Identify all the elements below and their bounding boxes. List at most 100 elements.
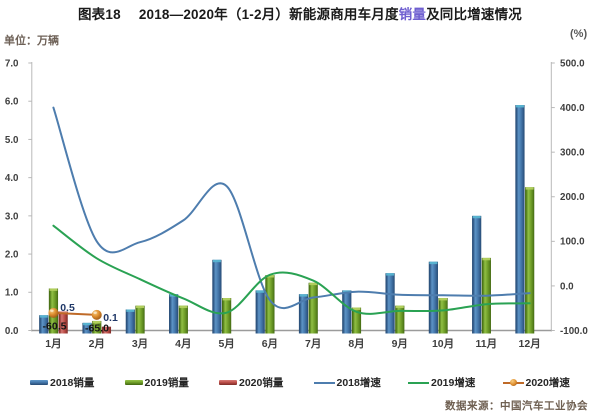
right-axis-tick: 100.0 [560,237,585,248]
bar-sales2019-7月 [308,282,318,334]
x-axis-label: 2月 [89,338,105,350]
legend-label: 2018增速 [336,377,381,389]
bar-sales2018-7月 [298,294,309,334]
marker-growth2020 [91,309,102,320]
bar-segment [39,315,48,318]
bar-segment [299,294,308,297]
legend-swatch-growth2018 [313,381,335,384]
bar-segment [265,275,274,278]
bar-segment [386,273,395,276]
x-axis-label: 7月 [305,338,321,350]
line-growth2019 [52,224,531,315]
right-axis-unit-label: (%) [570,28,588,40]
data-label: -65.0 [85,323,109,335]
bar-sales2018-5月 [212,259,222,334]
x-axis-label: 5月 [218,338,234,350]
chart-title-tail: 及同比增速情况 [426,7,523,22]
legend-swatch-sales2019 [124,379,143,386]
left-axis-tick: 2.0 [5,249,19,260]
left-axis-tick: 0.0 [5,326,19,337]
bar-segment [92,320,101,324]
bar-sales2018-6月 [255,290,265,334]
bar-segment [525,187,534,190]
legend-item-sales2020: 2020销量 [219,376,283,389]
bar-sales2018-2月 [82,322,92,334]
bar-segment [256,290,265,293]
x-axis-label: 10月 [432,338,454,350]
bar-sales2019-2月 [92,320,102,334]
bar-segment [222,298,231,301]
bar-segment [482,257,491,261]
legend-marker-ball [509,379,517,386]
chart-title-main: 2018—2020年（1-2月）新能源商用车月度 [138,7,399,22]
legend-item-growth2018: 2018增速 [313,376,381,389]
bar-sales2020-2月 [101,326,112,334]
bar-segment [212,259,221,263]
bar-segment [429,261,438,265]
right-axis-tick: -100.0 [560,326,588,337]
bar-sales2019-10月 [438,298,448,334]
bar-segment [439,298,448,301]
legend-item-growth2020: 2020增速 [502,376,570,389]
legend-label: 2019销量 [144,377,189,389]
bar-segment [515,105,524,108]
bar-segment [395,305,404,309]
chart-title-highlight: 销量 [398,7,427,22]
left-axis-tick: 3.0 [5,211,19,222]
bar-sales2019-9月 [395,305,405,334]
bar-segment [352,307,361,310]
line-growth2018 [52,106,531,309]
x-axis-label: 6月 [262,338,278,350]
data-label: 0.1 [103,312,118,324]
bar-sales2019-6月 [265,275,275,334]
right-axis-tick: 400.0 [560,103,585,114]
left-axis-tick: 6.0 [5,97,19,108]
x-axis-label: 1月 [45,338,61,350]
bar-sales2018-9月 [385,273,395,334]
legend-swatch-sales2020 [219,379,237,386]
left-axis-tick: 5.0 [5,135,19,146]
bar-sales2019-12月 [525,187,535,334]
marker-growth2020 [48,307,59,318]
bar-segment [126,309,135,312]
x-axis-label: 3月 [132,338,148,350]
bar-sales2018-8月 [342,290,352,334]
x-axis-label: 11月 [476,338,498,350]
chart-title: 图表18 2018—2020年（1-2月）新能源商用车月度销量及同比增速情况 [0,3,600,23]
legend-label: 2018销量 [50,377,95,389]
chart-title-prefix: 图表18 [77,7,121,22]
marker-highlight [93,311,97,314]
legend-item-sales2019: 2019销量 [124,376,189,389]
right-axis-tick: 0.0 [560,281,574,292]
bar-sales2019-5月 [222,298,232,334]
data-label: 0.5 [60,302,75,314]
bar-sales2018-11月 [472,215,482,334]
bar-sales2018-4月 [169,294,179,334]
legend-item-growth2019: 2019增速 [408,376,475,389]
line-growth2020 [53,311,97,316]
bar-segment [309,282,318,286]
bar-sales2018-3月 [125,309,135,334]
chart-legend: 2018销量 2019销量 2020销量 2018增速 2019增速 2020增速 [0,376,600,389]
left-axis-tick: 4.0 [5,173,19,184]
right-axis-tick: 300.0 [560,148,585,159]
bar-sales2019-3月 [135,305,145,334]
legend-item-sales2018: 2018销量 [30,376,94,389]
x-axis-label: 8月 [348,338,364,350]
bar-sales2018-12月 [515,105,525,334]
bar-sales2018-1月 [39,315,49,334]
x-axis-label: 12月 [519,338,541,350]
legend-swatch-growth2019 [408,381,429,384]
bar-segment [49,288,58,291]
bar-segment [136,305,145,309]
bar-sales2019-8月 [351,307,362,334]
data-label: -60.5 [43,321,67,333]
legend-label: 2019增速 [431,377,476,389]
bar-segment [472,215,481,219]
right-axis-tick: 200.0 [560,192,585,203]
left-axis-tick: 1.0 [5,288,19,299]
left-axis-tick: 7.0 [5,58,19,69]
x-axis-label: 4月 [175,338,191,350]
